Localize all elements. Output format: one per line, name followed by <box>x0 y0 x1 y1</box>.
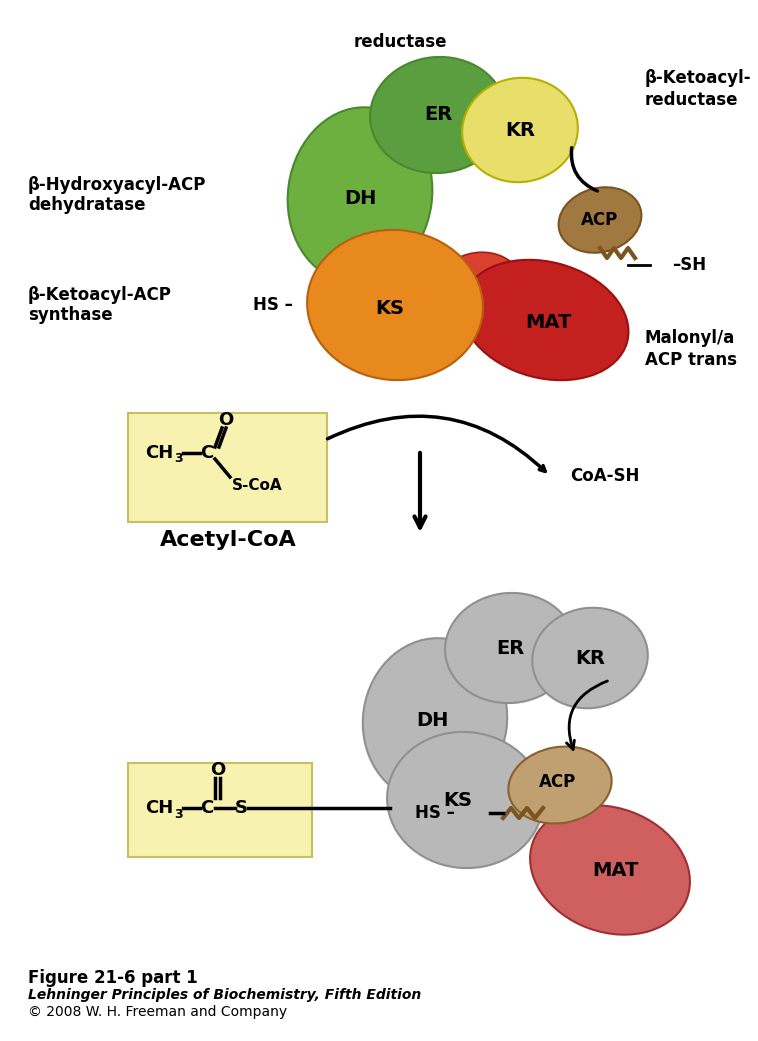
Text: KS: KS <box>443 790 472 810</box>
Text: KS: KS <box>375 299 405 318</box>
FancyArrowPatch shape <box>566 681 607 750</box>
Text: reductase: reductase <box>353 33 446 51</box>
Text: KR: KR <box>575 649 605 667</box>
Ellipse shape <box>509 746 612 823</box>
Text: S: S <box>235 799 248 817</box>
Text: © 2008 W. H. Freeman and Company: © 2008 W. H. Freeman and Company <box>28 1005 287 1019</box>
Text: ER: ER <box>496 638 524 658</box>
Ellipse shape <box>435 644 517 719</box>
Text: ACP: ACP <box>540 773 577 791</box>
Ellipse shape <box>363 638 507 802</box>
Text: β-Ketoacyl-ACP
synthase: β-Ketoacyl-ACP synthase <box>28 285 172 325</box>
Ellipse shape <box>307 230 483 380</box>
Ellipse shape <box>462 260 628 380</box>
Ellipse shape <box>445 593 575 703</box>
FancyArrowPatch shape <box>572 148 597 191</box>
Text: CH: CH <box>145 445 174 462</box>
Text: ACP trans: ACP trans <box>645 351 737 369</box>
Text: CoA-SH: CoA-SH <box>570 467 640 485</box>
Text: C: C <box>200 799 213 817</box>
Ellipse shape <box>462 78 578 182</box>
Text: MAT: MAT <box>592 861 638 880</box>
Text: ACP: ACP <box>581 211 619 229</box>
Ellipse shape <box>530 806 690 935</box>
Text: HS –: HS – <box>415 804 455 822</box>
Text: ER: ER <box>424 105 452 125</box>
Text: Acetyl-CoA: Acetyl-CoA <box>160 530 296 550</box>
Text: KR: KR <box>505 121 535 139</box>
Text: β-Hydroxyacyl-ACP
dehydratase: β-Hydroxyacyl-ACP dehydratase <box>28 176 206 214</box>
Ellipse shape <box>287 107 432 283</box>
Text: O: O <box>218 411 233 429</box>
Ellipse shape <box>532 608 648 708</box>
Ellipse shape <box>370 57 506 173</box>
Text: Figure 21-6 part 1: Figure 21-6 part 1 <box>28 969 198 987</box>
Text: Lehninger Principles of Biochemistry, Fifth Edition: Lehninger Principles of Biochemistry, Fi… <box>28 988 421 1002</box>
Ellipse shape <box>559 187 641 253</box>
Text: MAT: MAT <box>525 312 572 331</box>
Text: DH: DH <box>416 711 448 730</box>
Text: DH: DH <box>344 188 376 207</box>
FancyBboxPatch shape <box>128 413 327 522</box>
Text: CH: CH <box>145 799 174 817</box>
Text: Malonyl/a: Malonyl/a <box>645 329 735 347</box>
Text: –SH: –SH <box>672 256 706 274</box>
Text: 3: 3 <box>174 453 183 465</box>
Ellipse shape <box>387 732 543 868</box>
Text: 3: 3 <box>174 808 183 820</box>
Ellipse shape <box>357 110 443 189</box>
Text: HS –: HS – <box>253 296 293 314</box>
Text: S-CoA: S-CoA <box>232 478 283 492</box>
Ellipse shape <box>431 252 525 337</box>
Text: C: C <box>200 445 213 462</box>
FancyBboxPatch shape <box>128 763 312 857</box>
Text: O: O <box>211 761 226 779</box>
Text: β-Ketoacyl-: β-Ketoacyl- <box>645 69 752 87</box>
Text: reductase: reductase <box>645 91 738 109</box>
